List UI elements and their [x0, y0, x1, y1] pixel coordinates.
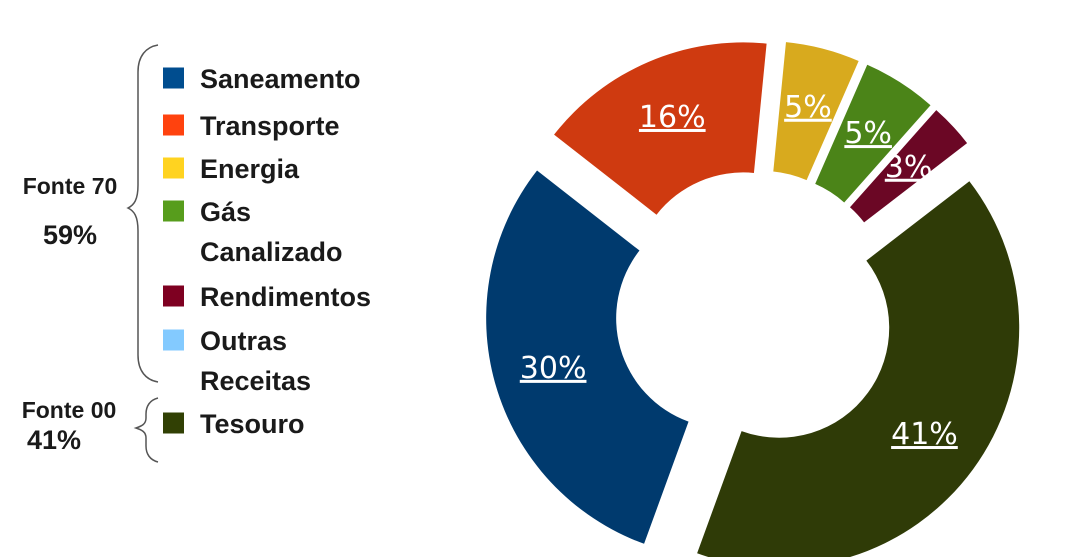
legend-label: Tesouro	[200, 409, 305, 439]
slice-gas-canalizado	[815, 64, 931, 203]
slice-label-gas-canalizado: 5%	[844, 116, 892, 151]
legend-label: Canalizado	[200, 237, 343, 267]
slice-label-tesouro: 41%	[891, 417, 958, 452]
legend-item-outras-receitas: Outras Receitas	[163, 326, 311, 396]
legend-label: Transporte	[200, 111, 340, 141]
slice-tesouro	[697, 181, 1020, 557]
legend-swatch	[163, 329, 184, 351]
slice-saneamento	[486, 170, 689, 544]
legend-item-energia: Energia	[163, 154, 300, 184]
legend-swatch	[163, 285, 184, 307]
legend-item-saneamento: Saneamento	[163, 64, 361, 94]
fonte-00-percent: 41%	[27, 425, 81, 455]
slice-label-saneamento: 30%	[520, 351, 587, 386]
fonte-70-percent: 59%	[43, 220, 97, 250]
slice-label-rendimentos: 3%	[885, 150, 933, 185]
slice-label-energia: 5%	[784, 90, 832, 125]
legend-swatch	[163, 157, 184, 179]
legend-label: Saneamento	[200, 64, 361, 94]
legend-swatch	[163, 67, 184, 89]
fonte-00-name: Fonte 00	[22, 397, 117, 423]
legend-item-transporte: Transporte	[163, 111, 340, 141]
legend-label: Rendimentos	[200, 282, 371, 312]
slice-rendimentos	[849, 110, 968, 223]
fonte-70-brace	[126, 44, 159, 383]
legend-label: Energia	[200, 154, 300, 184]
legend-label: Receitas	[200, 366, 311, 396]
legend-swatch	[163, 412, 184, 434]
donut-chart: 30%16% 5%5%3%41%	[486, 42, 1020, 557]
legend-label: Outras	[200, 326, 287, 356]
legend-label: Gás	[200, 197, 251, 227]
fonte-70-name: Fonte 70	[23, 173, 118, 199]
slice-label-transporte: 16%	[639, 100, 706, 135]
fonte-00-brace	[133, 397, 159, 463]
legend-swatch	[163, 200, 184, 222]
legend-swatch	[163, 114, 184, 136]
legend-item-rendimentos: Rendimentos	[163, 282, 371, 312]
legend-item-gas-canalizado: Gás Canalizado	[163, 197, 343, 267]
slice-transporte	[554, 42, 767, 215]
legend: Saneamento Transporte Energia Gás Canalizado…	[163, 64, 371, 439]
slice-energia	[773, 42, 859, 181]
legend-item-tesouro: Tesouro	[163, 409, 305, 439]
